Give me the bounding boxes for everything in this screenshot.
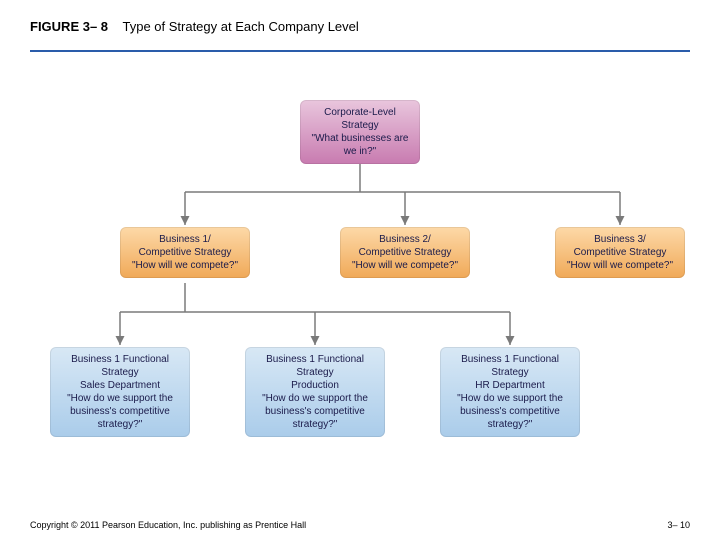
strategy-tree-diagram: Corporate-Level Strategy "What businesse…	[0, 52, 720, 482]
node-text: Competitive Strategy	[128, 246, 242, 259]
node-business2-strategy: Business 2/ Competitive Strategy "How wi…	[340, 227, 470, 278]
footer-copyright: Copyright © 2011 Pearson Education, Inc.…	[30, 520, 306, 530]
node-text: Business 1 Functional	[253, 353, 377, 366]
footer: Copyright © 2011 Pearson Education, Inc.…	[30, 520, 690, 530]
node-text: Sales Department	[58, 379, 182, 392]
figure-title: Type of Strategy at Each Company Level	[122, 19, 358, 34]
node-text: "How do we support the business's compet…	[58, 392, 182, 431]
node-text: Business 1/	[128, 233, 242, 246]
node-text: "How will we compete?"	[563, 259, 677, 272]
node-text: "How do we support the business's compet…	[448, 392, 572, 431]
node-text: "How do we support the business's compet…	[253, 392, 377, 431]
node-text: Business 3/	[563, 233, 677, 246]
node-text: "How will we compete?"	[348, 259, 462, 272]
node-text: Corporate-Level	[308, 106, 412, 119]
node-text: Strategy	[253, 366, 377, 379]
node-text: Competitive Strategy	[348, 246, 462, 259]
node-text: Competitive Strategy	[563, 246, 677, 259]
node-text: Strategy	[448, 366, 572, 379]
node-text: Production	[253, 379, 377, 392]
figure-header: FIGURE 3– 8 Type of Strategy at Each Com…	[0, 0, 720, 44]
node-text: Strategy	[308, 119, 412, 132]
figure-label: FIGURE 3– 8	[30, 19, 108, 34]
node-functional-production: Business 1 Functional Strategy Productio…	[245, 347, 385, 437]
node-text: Business 2/	[348, 233, 462, 246]
node-text: Business 1 Functional	[58, 353, 182, 366]
node-business3-strategy: Business 3/ Competitive Strategy "How wi…	[555, 227, 685, 278]
node-text: "How will we compete?"	[128, 259, 242, 272]
node-text: Strategy	[58, 366, 182, 379]
node-corporate-strategy: Corporate-Level Strategy "What businesse…	[300, 100, 420, 164]
node-business1-strategy: Business 1/ Competitive Strategy "How wi…	[120, 227, 250, 278]
node-text: "What businesses are we in?"	[308, 132, 412, 158]
node-functional-hr: Business 1 Functional Strategy HR Depart…	[440, 347, 580, 437]
node-text: HR Department	[448, 379, 572, 392]
node-text: Business 1 Functional	[448, 353, 572, 366]
footer-page-number: 3– 10	[667, 520, 690, 530]
node-functional-sales: Business 1 Functional Strategy Sales Dep…	[50, 347, 190, 437]
